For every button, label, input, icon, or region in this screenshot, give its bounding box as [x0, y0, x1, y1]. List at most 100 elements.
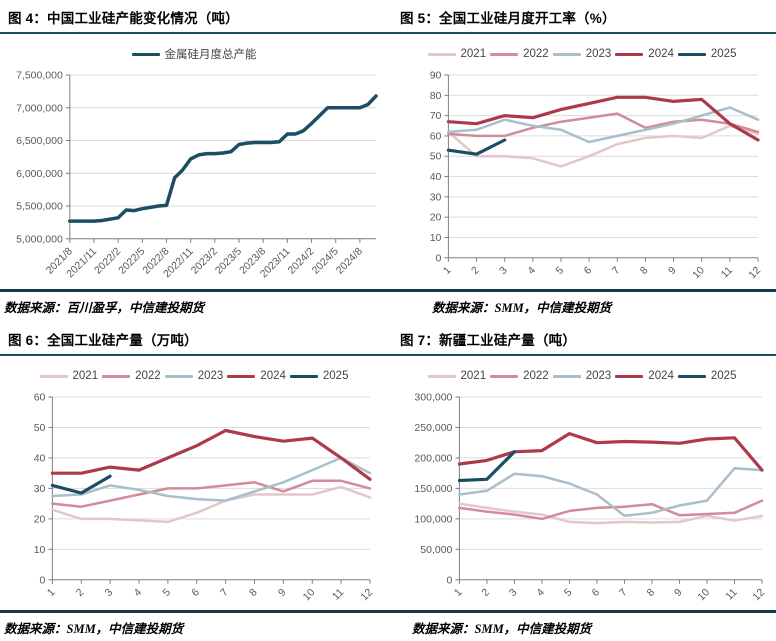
- series-2022-line: [458, 499, 764, 521]
- fig5-title: 图 5：全国工业硅月度开工率（%）: [400, 11, 616, 26]
- fig6-legend: 2021 2022 2023 2024 2025: [0, 368, 388, 384]
- source-rule: [388, 289, 776, 292]
- fig7-footer: 数据来源：SMM，中信建投期货: [388, 610, 776, 639]
- legend-line-swatch: [164, 374, 193, 378]
- y-tick-label: 40: [34, 452, 46, 464]
- x-tick-label: 6: [589, 586, 602, 599]
- x-tick-label: 8: [644, 586, 657, 599]
- title-rule: [388, 354, 776, 356]
- x-tick-label: 9: [276, 586, 289, 599]
- legend-item-2024: 2024: [615, 48, 674, 60]
- x-tick-label: 7: [617, 586, 630, 599]
- fig6-chart-area: 0 10 20 30 40 50 60 1 2 3 4 5 6 7 8 9 10 11 12: [0, 384, 388, 641]
- x-tick-label: 6: [582, 264, 595, 277]
- y-tick-label: 7,000,000: [16, 102, 63, 114]
- bottom-row: 图 6：全国工业硅产量（万吨） 2021 2022 2023 2024 2025 0 10…: [0, 322, 776, 641]
- legend-item-金属硅月度总产能: 金属硅月度总产能: [131, 46, 257, 62]
- legend-label: 2022: [523, 48, 549, 60]
- legend-item-2023: 2023: [552, 370, 612, 382]
- y-tick-label: 30: [430, 191, 442, 203]
- legend-line-swatch: [427, 52, 456, 56]
- series-2022-line: [51, 479, 372, 508]
- legend-label: 2025: [710, 370, 737, 382]
- fig4-chart-area: 5,000,000 5,500,000 6,000,000 6,500,000 7,00…: [0, 62, 388, 322]
- title-rule: [0, 32, 388, 34]
- legend-label: 金属硅月度总产能: [164, 49, 257, 61]
- y-tick-label: 20: [34, 513, 46, 525]
- top-row: 图 4：中国工业硅产能变化情况（吨） 金属硅月度总产能 5,000,000 5,5…: [0, 0, 776, 322]
- series-2024-line: [457, 431, 764, 472]
- y-tick-label: 80: [430, 90, 442, 102]
- legend-label: 2023: [585, 370, 612, 382]
- x-tick-label: 6: [189, 586, 202, 599]
- y-tick-label: 50: [430, 151, 442, 163]
- fig5-footer: 数据来源：SMM，中信建投期货: [388, 289, 776, 318]
- series-2021-line: [51, 485, 372, 524]
- y-tick-label: 6,000,000: [16, 168, 63, 180]
- x-tick-label: 7: [218, 586, 231, 599]
- x-tick-label: 1: [45, 586, 58, 599]
- panel-fig4: 图 4：中国工业硅产能变化情况（吨） 金属硅月度总产能 5,000,000 5,5…: [0, 0, 388, 322]
- legend-label: 2022: [135, 370, 161, 382]
- series-2025-line: [50, 474, 112, 495]
- x-tick-label: 3: [507, 586, 520, 599]
- legend-line-swatch: [615, 374, 644, 378]
- y-tick-label: 20: [430, 212, 442, 224]
- x-tick-label: 7: [610, 264, 623, 277]
- legend-line-swatch: [677, 374, 706, 378]
- legend-label: 2021: [460, 48, 487, 60]
- legend-line-swatch: [677, 52, 706, 56]
- fig5-chart-area: 0 10 20 30 40 50 60 70 80 90 1 2 3 4 5 6 7 8 9 10 11 12: [388, 62, 776, 322]
- y-tick-label: 300,000: [414, 392, 452, 404]
- series-2025-line: [457, 450, 517, 483]
- legend-label: 2024: [260, 370, 286, 382]
- x-tick-label: 9: [672, 586, 685, 599]
- x-tick-label: 2: [469, 264, 482, 277]
- y-tick-label: 100,000: [414, 513, 452, 525]
- y-tick-label: 60: [430, 130, 442, 142]
- series-2023-line: [51, 456, 372, 502]
- fig4-title: 图 4：中国工业硅产能变化情况（吨）: [8, 11, 239, 26]
- y-tick-label: 50,000: [420, 544, 452, 556]
- x-tick-label: 5: [562, 586, 575, 599]
- panel-fig6: 图 6：全国工业硅产量（万吨） 2021 2022 2023 2024 2025 0 10…: [0, 322, 388, 641]
- legend-item-2021: 2021: [427, 48, 487, 60]
- y-tick-label: 150,000: [414, 483, 452, 495]
- legend-line-swatch: [427, 374, 456, 378]
- y-tick-label: 10: [34, 544, 46, 556]
- y-tick-label: 250,000: [414, 422, 452, 434]
- x-tick-label: 3: [103, 586, 116, 599]
- y-tick-label: 50: [34, 422, 46, 434]
- legend-item-2024: 2024: [227, 370, 286, 382]
- x-tick-label: 2024/8: [334, 245, 365, 276]
- series-2022-line: [447, 112, 760, 138]
- x-tick-label: 5: [160, 586, 173, 599]
- title-rule: [388, 32, 776, 34]
- y-tick-label: 60: [34, 392, 46, 404]
- fig7-legend: 2021 2022 2023 2024 2025: [388, 368, 776, 384]
- legend-item-2021: 2021: [39, 370, 98, 382]
- fig5-data-source: 数据来源：SMM，中信建投期货: [432, 301, 612, 315]
- legend-item-2022: 2022: [490, 370, 549, 382]
- y-tick-label: 200,000: [414, 452, 452, 464]
- legend-line-swatch: [552, 52, 581, 56]
- series-2024-line: [50, 428, 372, 481]
- fig4-footer: 数据来源：百川盈孚，中信建投期货: [0, 289, 388, 318]
- y-tick-label: 0: [436, 252, 442, 264]
- x-tick-label: 10: [690, 264, 707, 280]
- series-2023-line: [458, 467, 764, 518]
- series-2024-line: [446, 95, 760, 142]
- legend-label: 2025: [322, 370, 349, 382]
- legend-label: 2025: [710, 48, 737, 60]
- legend-line-swatch: [289, 374, 318, 378]
- x-tick-label: 4: [525, 264, 538, 277]
- x-tick-label: 8: [247, 586, 260, 599]
- x-tick-label: 9: [666, 264, 679, 277]
- legend-label: 2024: [648, 370, 674, 382]
- panel-fig7: 图 7：新疆工业硅产量（吨） 2021 2022 2023 2024 2025 0 50,…: [388, 322, 776, 641]
- source-rule: [0, 289, 388, 292]
- legend-item-2025: 2025: [677, 370, 737, 382]
